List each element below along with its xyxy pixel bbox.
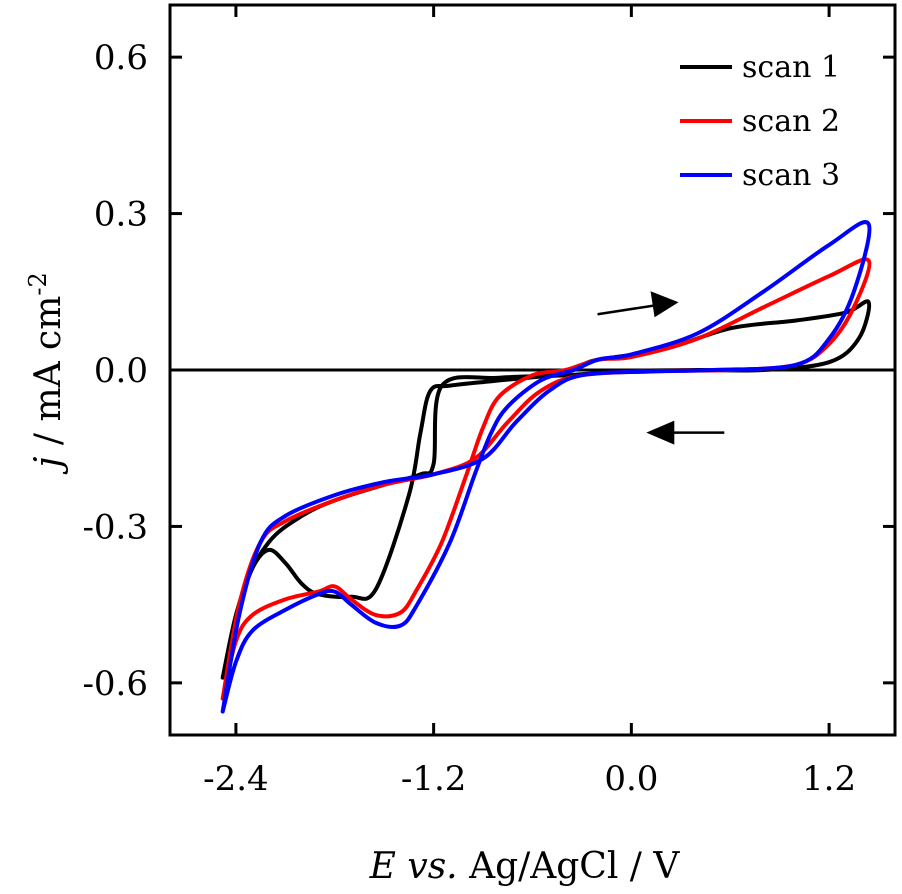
sweep-arrow-reverse-head	[646, 420, 675, 445]
x-tick-label: 1.2	[802, 759, 856, 799]
series-layer	[220, 220, 872, 714]
legend-label: scan 3	[742, 158, 840, 193]
sweep-arrow-forward-head	[650, 291, 679, 318]
legend: scan 1 scan 2 scan 3	[680, 50, 840, 193]
legend-label: scan 2	[742, 104, 840, 139]
x-axis-title: E vs. Ag/AgCl / V	[369, 846, 681, 887]
series-line-scan-1	[220, 299, 872, 680]
y-tick-label: 0.6	[94, 38, 148, 78]
y-tick-label: 0.3	[94, 195, 148, 235]
y-tick-label: -0.6	[82, 664, 148, 704]
plot-frame	[168, 3, 897, 737]
x-tick-label: 0.0	[604, 759, 658, 799]
y-axis-title: j / mA cm-2	[24, 272, 69, 474]
ticks-layer: -2.4 -1.2 0.0 1.2 -0.6 -0.3 0.0 0.3 0.6	[82, 5, 895, 799]
y-tick-label: 0.0	[94, 351, 148, 391]
y-tick-label: -0.3	[82, 507, 148, 547]
legend-label: scan 1	[742, 50, 840, 85]
x-tick-label: -2.4	[203, 759, 269, 799]
series-line-scan-3	[220, 220, 872, 714]
series-line-scan-2	[220, 257, 872, 701]
annotation-layer	[597, 291, 725, 445]
sweep-arrow-forward	[597, 302, 663, 316]
x-tick-label: -1.2	[401, 759, 467, 799]
